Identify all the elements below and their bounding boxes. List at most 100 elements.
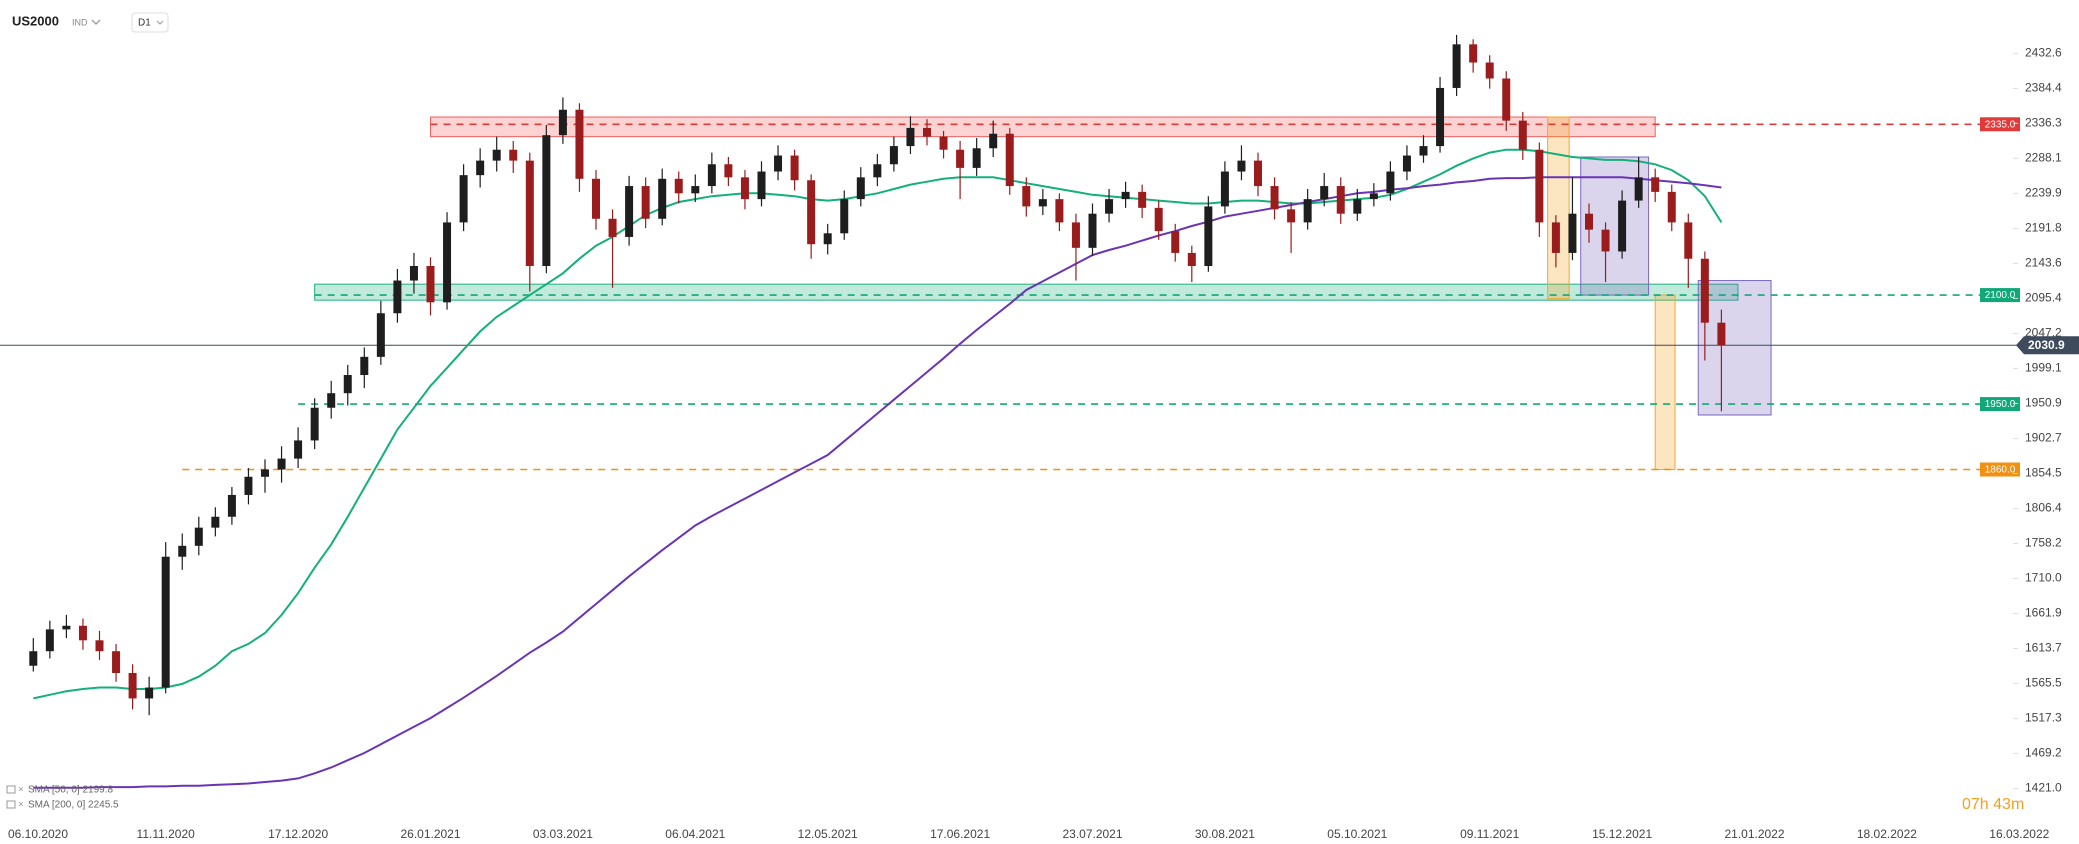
y-tick-label: 1710.0 [2025, 571, 2062, 585]
candle-body [757, 171, 766, 200]
zone [314, 283, 1739, 301]
y-tick-label: 1469.2 [2025, 746, 2062, 760]
level-label: 1860.0 [1985, 465, 2016, 476]
candle-body [211, 516, 220, 528]
zone [1547, 116, 1570, 300]
candle-body [443, 222, 452, 303]
candles [29, 34, 1726, 716]
candle-body [1270, 186, 1279, 210]
candle-body [1402, 155, 1411, 172]
x-tick-label: 17.06.2021 [930, 827, 990, 841]
level-label: 1950.0 [1985, 399, 2016, 410]
candle-body [1336, 186, 1345, 214]
candle-body [1055, 199, 1064, 223]
candle-body [1700, 258, 1709, 323]
candle-body [1121, 191, 1130, 200]
candle-body [1320, 186, 1329, 200]
candle-body [1171, 231, 1180, 253]
timeframe-box[interactable] [131, 12, 169, 33]
candle-body [525, 160, 534, 267]
candle-body [592, 178, 600, 219]
axes: 2432.6 2384.4 2336.3 2288.1 2239.9 2191.8 2143… [6, 46, 2079, 841]
sma-line [33, 148, 1723, 700]
candle-body [194, 527, 203, 546]
x-tick-label: 15.12.2021 [1592, 827, 1652, 841]
candle-body [1585, 213, 1593, 230]
candle-body [575, 109, 584, 179]
candle-body [1436, 87, 1445, 147]
candle-body [492, 149, 501, 161]
candle-body [956, 149, 965, 168]
candle-body [45, 629, 54, 652]
legend-icon [6, 800, 16, 809]
y-tick-label: 1999.1 [2025, 361, 2062, 375]
candle-body [360, 356, 369, 376]
candle-body [1717, 322, 1726, 346]
candle-body [1237, 160, 1246, 172]
candle-body [1254, 160, 1262, 187]
x-tick-label: 05.10.2021 [1327, 827, 1387, 841]
sma-line [33, 176, 1722, 789]
candle-body [939, 136, 948, 150]
timeframe[interactable]: D1 [138, 18, 151, 29]
y-tick-label: 1854.5 [2025, 466, 2062, 480]
x-tick-label: 06.10.2020 [8, 827, 68, 841]
candle-body [873, 164, 882, 178]
candle-body [161, 556, 170, 688]
candle-body [1618, 200, 1627, 252]
candle-body [1419, 146, 1428, 156]
candle-body [1485, 62, 1494, 79]
y-tick-label: 1806.4 [2025, 501, 2062, 515]
candle-body [244, 476, 253, 495]
candle-body [277, 458, 286, 470]
x-tick-label: 23.07.2021 [1062, 827, 1122, 841]
level-label-box [1980, 117, 2020, 132]
x-tick-label: 17.12.2020 [268, 827, 328, 841]
candle-body [1022, 186, 1031, 207]
sma-lines [33, 148, 1723, 789]
y-tick-label: 1758.2 [2025, 536, 2062, 550]
candle-body [740, 177, 749, 200]
candle-body [1154, 207, 1163, 232]
candle-body [707, 164, 716, 187]
candle-body [790, 155, 799, 181]
candle-body [1187, 252, 1196, 267]
symbol[interactable]: US2000 [12, 13, 59, 28]
candle-body [1204, 206, 1213, 267]
candle-body [608, 218, 617, 237]
legend-close: × [18, 800, 24, 811]
levels: 2335.0 2100.0 1950.0 1860.0 [0, 117, 2020, 477]
candle-body [409, 266, 418, 281]
legend-close: × [18, 785, 24, 796]
candle-body [625, 186, 634, 237]
candle-body [112, 651, 121, 674]
current-price-tag [2016, 336, 2079, 355]
x-tick-label: 16.03.2022 [1989, 827, 2049, 841]
candle-body [1568, 213, 1577, 253]
x-tick-label: 18.02.2022 [1857, 827, 1917, 841]
dropdown-icon[interactable] [91, 19, 101, 25]
candle-body [1667, 191, 1676, 223]
candle-body [178, 545, 187, 557]
candle-body [62, 625, 71, 630]
candle-body [840, 199, 849, 234]
current-price-label: 2030.9 [2028, 338, 2065, 352]
symbol-type: IND [72, 17, 88, 27]
candle-body [989, 133, 998, 149]
y-tick-label: 1950.9 [2025, 396, 2062, 410]
candle-body [376, 313, 385, 357]
candle-body [558, 109, 567, 136]
zone [430, 116, 1656, 138]
y-tick-label: 2239.9 [2025, 186, 2062, 200]
candle-body [509, 149, 518, 161]
candle-body [1386, 171, 1395, 194]
candle-body [145, 687, 154, 699]
candle-body [1071, 222, 1080, 248]
candle-body [261, 469, 269, 477]
candle-body [1303, 199, 1312, 223]
dropdown-icon[interactable] [156, 20, 164, 25]
candle-body [972, 148, 981, 168]
x-tick-label: 03.03.2021 [533, 827, 593, 841]
